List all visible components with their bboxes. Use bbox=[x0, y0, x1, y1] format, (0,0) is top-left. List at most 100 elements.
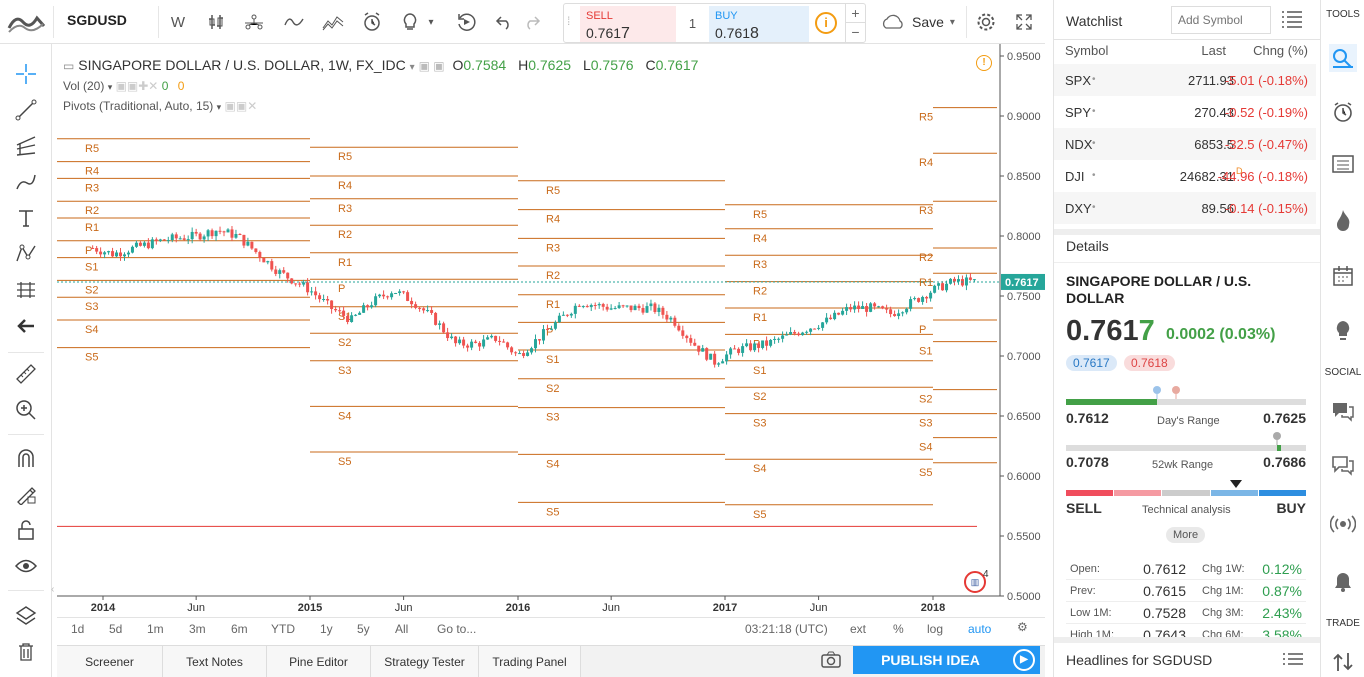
volume-legend[interactable]: Vol (20) ▾ ▣▣✚✕ 0 0 bbox=[63, 79, 185, 93]
notifications-bell-icon[interactable] bbox=[1329, 568, 1357, 596]
magnet-icon[interactable] bbox=[12, 444, 40, 472]
range-button-1d[interactable]: 1d bbox=[71, 622, 85, 636]
prediction-icon[interactable] bbox=[12, 276, 40, 304]
range-button-1m[interactable]: 1m bbox=[147, 622, 164, 636]
menu-icon[interactable] bbox=[1281, 9, 1303, 29]
hotlist-flame-icon[interactable] bbox=[1329, 206, 1357, 234]
alarm-icon[interactable] bbox=[1329, 98, 1357, 126]
crosshair-icon[interactable] bbox=[12, 60, 40, 88]
chevron-down-icon[interactable]: ▾ bbox=[428, 16, 434, 28]
chevron-down-icon[interactable]: ▾ bbox=[949, 16, 955, 28]
brush-icon[interactable] bbox=[12, 168, 40, 196]
calendar-icon[interactable] bbox=[1329, 262, 1357, 290]
range-button-5d[interactable]: 5d bbox=[109, 622, 123, 636]
tab-trading-panel[interactable]: Trading Panel bbox=[479, 646, 581, 677]
range-button-ytd[interactable]: YTD bbox=[271, 622, 295, 636]
symbol-search[interactable]: SGDUSD bbox=[67, 12, 127, 28]
watchlist-row[interactable]: DXY • 89.56 -0.14 (-0.15%) bbox=[1054, 192, 1316, 224]
play-icon[interactable]: ▶ bbox=[1013, 649, 1035, 671]
menu-icon[interactable] bbox=[1282, 651, 1304, 669]
lock-drawing-icon[interactable] bbox=[12, 480, 40, 508]
info-icon[interactable]: i bbox=[815, 12, 837, 34]
alert-info-icon[interactable]: ! bbox=[976, 55, 992, 71]
settings-icon[interactable] bbox=[972, 8, 1000, 36]
add-symbol-input[interactable] bbox=[1171, 6, 1271, 34]
quantity-input[interactable]: 1 bbox=[688, 16, 697, 31]
redo-icon[interactable] bbox=[518, 8, 546, 36]
chevron-down-icon[interactable]: ▾ bbox=[409, 62, 415, 73]
camera-icon[interactable] bbox=[821, 651, 841, 669]
ruler-icon[interactable] bbox=[12, 360, 40, 388]
trash-icon[interactable] bbox=[12, 638, 40, 666]
clock-display[interactable]: 03:21:18 (UTC) bbox=[745, 622, 828, 636]
watchlist-row[interactable]: NDX • 6853.5 -32.5 (-0.47%) bbox=[1054, 128, 1316, 160]
auto-toggle[interactable]: auto bbox=[968, 622, 992, 636]
compare-icon[interactable] bbox=[240, 8, 268, 36]
layers-icon[interactable] bbox=[12, 602, 40, 630]
zoom-in-icon[interactable] bbox=[12, 396, 40, 424]
trading-arrows-icon[interactable] bbox=[1329, 648, 1357, 676]
pattern-icon[interactable] bbox=[12, 240, 40, 268]
fullscreen-icon[interactable] bbox=[1010, 8, 1038, 36]
sell-button[interactable]: SELL 0.7617 bbox=[580, 6, 676, 42]
ideas-icon[interactable] bbox=[396, 8, 424, 36]
range-button-3m[interactable]: 3m bbox=[189, 622, 206, 636]
logo-icon[interactable] bbox=[6, 8, 46, 36]
pitchfork-icon[interactable] bbox=[12, 132, 40, 160]
range-button-all[interactable]: All bbox=[395, 622, 409, 636]
more-button[interactable]: More bbox=[1166, 527, 1206, 543]
goto-button[interactable]: Go to... bbox=[437, 622, 477, 636]
range-button-5y[interactable]: 5y bbox=[357, 622, 370, 636]
pivots-legend[interactable]: Pivots (Traditional, Auto, 15) ▾ ▣▣✕ bbox=[63, 99, 258, 113]
eye-icon[interactable] bbox=[12, 552, 40, 580]
col-change[interactable]: Chng (%) bbox=[1253, 43, 1308, 58]
percent-toggle[interactable]: % bbox=[893, 622, 904, 636]
publish-idea-button[interactable]: PUBLISH IDEA ▶ bbox=[853, 646, 1040, 674]
replay-icon[interactable] bbox=[452, 8, 480, 36]
watchlist-row[interactable]: DJI • D 24682.31 -44.96 (-0.18%) bbox=[1054, 160, 1316, 192]
scale-settings-icon[interactable]: ⚙ bbox=[1017, 620, 1028, 634]
undo-icon[interactable] bbox=[490, 8, 518, 36]
unlock-icon[interactable] bbox=[12, 516, 40, 544]
save-button[interactable]: Save ▾ bbox=[880, 8, 955, 36]
quantity-stepper[interactable]: + − bbox=[845, 4, 865, 42]
text-tool-icon[interactable] bbox=[12, 204, 40, 232]
trend-line-icon[interactable] bbox=[12, 96, 40, 124]
watchlist-icon[interactable] bbox=[1329, 44, 1357, 72]
log-toggle[interactable]: log bbox=[927, 622, 944, 636]
tab-pine-editor[interactable]: Pine Editor bbox=[267, 646, 371, 677]
idea-bulb-icon[interactable] bbox=[1329, 316, 1357, 344]
data-window-icon[interactable] bbox=[1329, 150, 1357, 178]
range-button-1y[interactable]: 1y bbox=[320, 622, 333, 636]
chevron-left-icon[interactable]: ‹ bbox=[51, 584, 55, 595]
events-flag-icon[interactable]: ▥ bbox=[964, 571, 986, 593]
chart-title[interactable]: SINGAPORE DOLLAR / U.S. DOLLAR, 1W, FX_I… bbox=[78, 57, 406, 73]
buy-button[interactable]: BUY 0.7618 bbox=[709, 6, 809, 42]
col-last[interactable]: Last bbox=[1201, 43, 1226, 58]
arrow-left-icon[interactable] bbox=[12, 312, 40, 340]
private-chat-icon[interactable] bbox=[1329, 452, 1357, 480]
watchlist-title[interactable]: Watchlist bbox=[1066, 13, 1123, 29]
headlines-bar[interactable]: Headlines for SGDUSD bbox=[1054, 637, 1320, 677]
tab-strategy-tester[interactable]: Strategy Tester bbox=[371, 646, 479, 677]
watchlist-row[interactable]: SPY • 270.43 -0.52 (-0.19%) bbox=[1054, 96, 1316, 128]
collapse-icon[interactable]: ▭ bbox=[63, 59, 75, 73]
tab-text-notes[interactable]: Text Notes bbox=[163, 646, 267, 677]
alert-icon[interactable] bbox=[358, 8, 386, 36]
chart-canvas[interactable]: 0.9500 0.9000 0.8500 0.8000 0.7500 0.7000 0.65… bbox=[57, 44, 1045, 617]
settings-icon[interactable]: ▣ ▣ bbox=[418, 59, 445, 73]
templates-icon[interactable] bbox=[319, 8, 347, 36]
ta-label[interactable]: Technical analysis bbox=[1142, 504, 1231, 516]
chat-icon[interactable] bbox=[1329, 398, 1357, 426]
ext-toggle[interactable]: ext bbox=[850, 622, 867, 636]
chart-area[interactable]: 0.9500 0.9000 0.8500 0.8000 0.7500 0.7000 0.65… bbox=[51, 44, 1045, 641]
range-button-6m[interactable]: 6m bbox=[231, 622, 248, 636]
indicators-icon[interactable] bbox=[280, 8, 308, 36]
watchlist-row[interactable]: SPX • 2711.93 -5.01 (-0.18%) bbox=[1054, 64, 1316, 96]
streams-icon[interactable] bbox=[1329, 510, 1357, 538]
interval-selector[interactable]: W bbox=[170, 13, 186, 31]
drag-handle-icon[interactable]: ⁞ bbox=[567, 14, 571, 28]
bars-icon[interactable] bbox=[202, 8, 230, 36]
details-title[interactable]: Details bbox=[1066, 238, 1109, 254]
col-symbol[interactable]: Symbol bbox=[1065, 43, 1109, 58]
